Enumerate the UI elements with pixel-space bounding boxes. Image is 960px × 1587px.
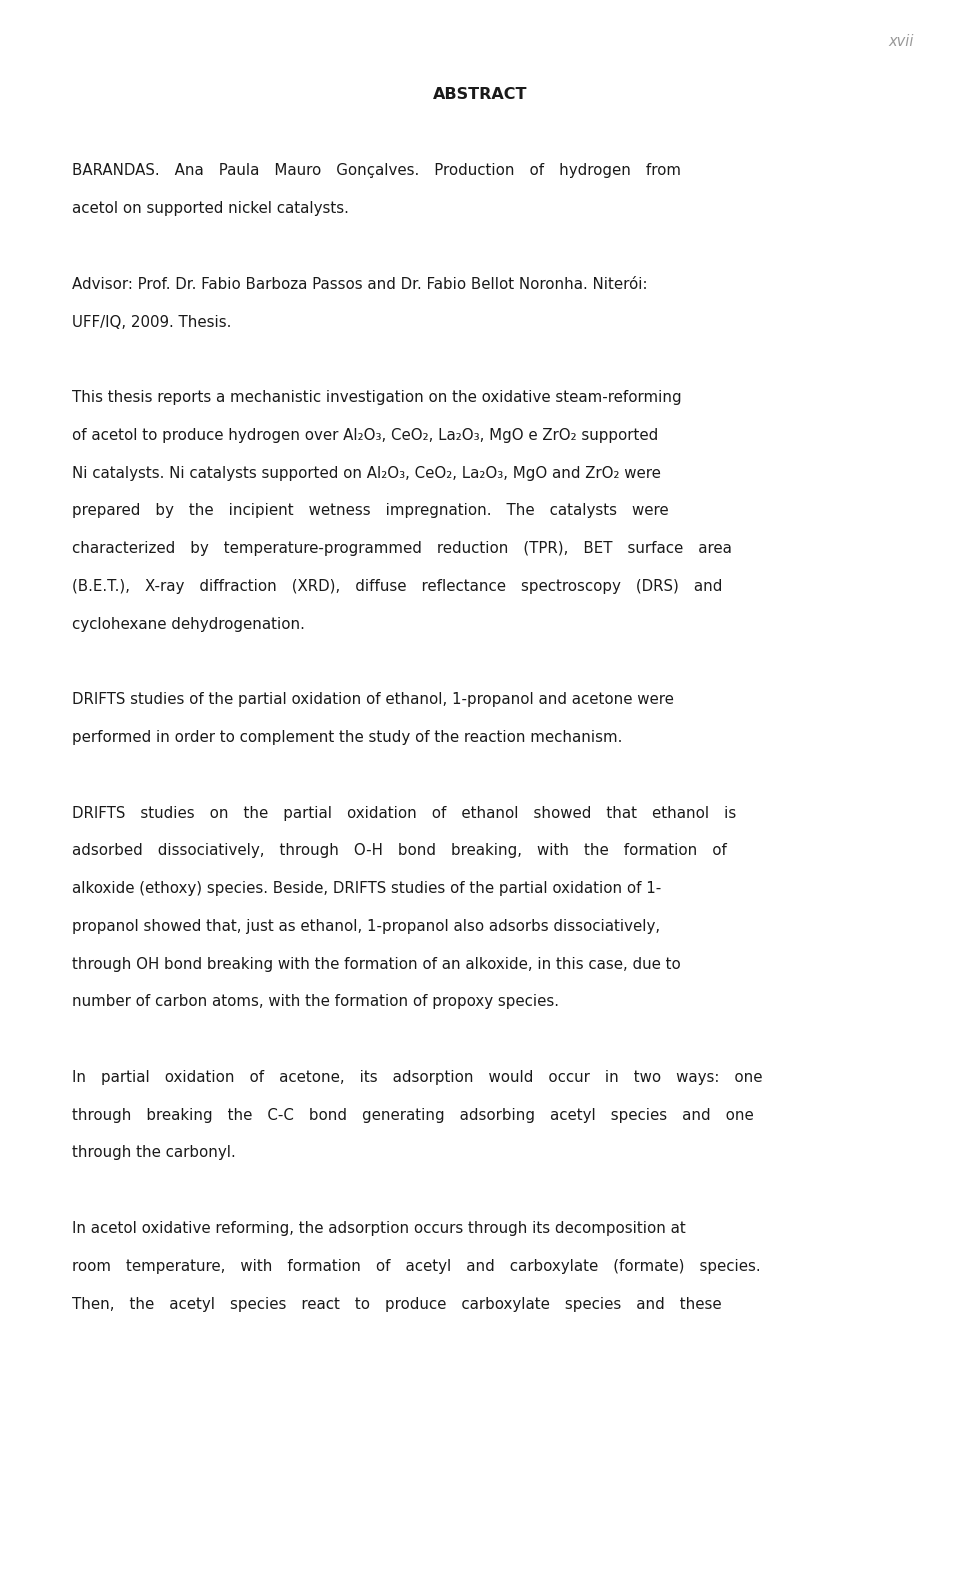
Text: ABSTRACT: ABSTRACT <box>433 87 527 102</box>
Text: Then, the acetyl species react to produce carboxylate species and these: Then, the acetyl species react to produc… <box>72 1297 722 1311</box>
Text: cyclohexane dehydrogenation.: cyclohexane dehydrogenation. <box>72 617 305 632</box>
Text: room temperature, with formation of acetyl and carboxylate (formate) species.: room temperature, with formation of acet… <box>72 1258 760 1274</box>
Text: performed in order to complement the study of the reaction mechanism.: performed in order to complement the stu… <box>72 730 622 744</box>
Text: Ni catalysts. Ni catalysts supported on Al₂O₃, CeO₂, La₂O₃, MgO and ZrO₂ were: Ni catalysts. Ni catalysts supported on … <box>72 465 660 481</box>
Text: alkoxide (ethoxy) species. Beside, DRIFTS studies of the partial oxidation of 1-: alkoxide (ethoxy) species. Beside, DRIFT… <box>72 881 661 897</box>
Text: through breaking the C-C bond generating adsorbing acetyl species and one: through breaking the C-C bond generating… <box>72 1108 754 1122</box>
Text: prepared by the incipient wetness impregnation. The catalysts were: prepared by the incipient wetness impreg… <box>72 503 668 519</box>
Text: DRIFTS studies on the partial oxidation of ethanol showed that ethanol is: DRIFTS studies on the partial oxidation … <box>72 806 736 820</box>
Text: Advisor: Prof. Dr. Fabio Barboza Passos and Dr. Fabio Bellot Noronha. Niterói:: Advisor: Prof. Dr. Fabio Barboza Passos … <box>72 276 647 292</box>
Text: UFF/IQ, 2009. Thesis.: UFF/IQ, 2009. Thesis. <box>72 314 231 330</box>
Text: DRIFTS studies of the partial oxidation of ethanol, 1-propanol and acetone were: DRIFTS studies of the partial oxidation … <box>72 692 674 708</box>
Text: (B.E.T.), X-ray diffraction (XRD), diffuse reflectance spectroscopy (DRS) and: (B.E.T.), X-ray diffraction (XRD), diffu… <box>72 579 722 594</box>
Text: adsorbed dissociatively, through O-H bond breaking, with the formation of: adsorbed dissociatively, through O-H bon… <box>72 843 727 859</box>
Text: characterized by temperature-programmed reduction (TPR), BET surface area: characterized by temperature-programmed … <box>72 541 732 555</box>
Text: through the carbonyl.: through the carbonyl. <box>72 1146 236 1160</box>
Text: xvii: xvii <box>888 33 914 49</box>
Text: propanol showed that, just as ethanol, 1-propanol also adsorbs dissociatively,: propanol showed that, just as ethanol, 1… <box>72 919 660 933</box>
Text: number of carbon atoms, with the formation of propoxy species.: number of carbon atoms, with the formati… <box>72 995 559 1009</box>
Text: This thesis reports a mechanistic investigation on the oxidative steam-reforming: This thesis reports a mechanistic invest… <box>72 390 682 405</box>
Text: In acetol oxidative reforming, the adsorption occurs through its decomposition a: In acetol oxidative reforming, the adsor… <box>72 1220 685 1236</box>
Text: In partial oxidation of acetone, its adsorption would occur in two ways: one: In partial oxidation of acetone, its ads… <box>72 1070 762 1086</box>
Text: BARANDAS. Ana Paula Mauro Gonçalves. Production of hydrogen from: BARANDAS. Ana Paula Mauro Gonçalves. Pro… <box>72 163 681 178</box>
Text: through OH bond breaking with the formation of an alkoxide, in this case, due to: through OH bond breaking with the format… <box>72 957 681 971</box>
Text: of acetol to produce hydrogen over Al₂O₃, CeO₂, La₂O₃, MgO e ZrO₂ supported: of acetol to produce hydrogen over Al₂O₃… <box>72 428 659 443</box>
Text: acetol on supported nickel catalysts.: acetol on supported nickel catalysts. <box>72 202 348 216</box>
